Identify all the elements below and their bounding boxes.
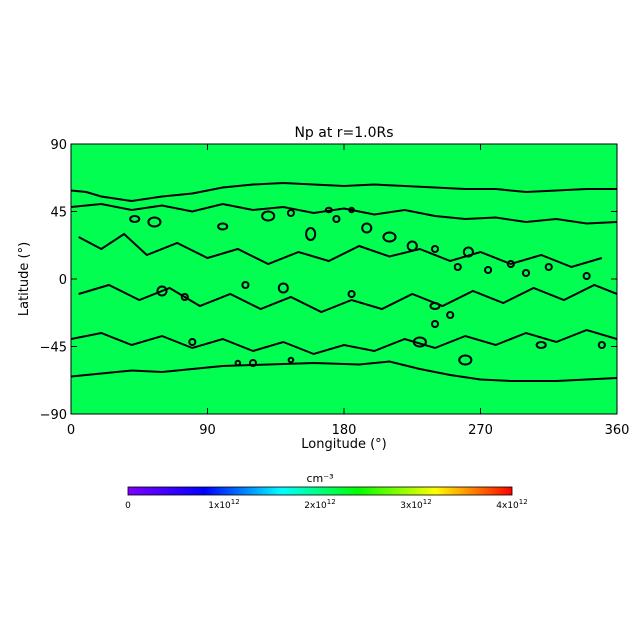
contour-island [412, 336, 427, 348]
colorbar-tick-label: 2x1012 [304, 498, 335, 511]
contour-island [429, 302, 441, 310]
contour-island [348, 206, 355, 214]
contour-island [458, 354, 473, 366]
contour-island [521, 269, 531, 277]
contour-island [261, 210, 276, 222]
x-tick-label: 270 [468, 423, 493, 438]
contour-mid-lower [78, 283, 617, 314]
contour-island [462, 246, 474, 258]
colorbar [127, 486, 513, 496]
contour-island [286, 209, 295, 217]
y-tick-label: 90 [50, 138, 67, 153]
colorbar-tick-label: 1x1012 [208, 498, 239, 511]
contour-island [277, 282, 289, 294]
contour-southern-boundary [71, 360, 617, 382]
x-tick-label: 180 [332, 423, 357, 438]
contour-island [406, 240, 418, 252]
chart-title: Np at r=1.0Rs [294, 125, 393, 141]
contour-north-band [71, 202, 617, 225]
colorbar-label: cm⁻³ [307, 472, 334, 485]
contour-mid-upper [78, 232, 603, 269]
contour-island [446, 311, 455, 319]
colorbar-tick-label: 4x1012 [496, 498, 527, 511]
contour-island [324, 206, 333, 214]
y-axis: −90 −45 0 45 90 [40, 138, 617, 423]
y-tick-label: −45 [40, 341, 67, 356]
contour-island [147, 216, 162, 228]
contour-island [332, 215, 341, 223]
colorbar-tick-label: 0 [125, 501, 131, 511]
y-tick-label: −90 [40, 408, 67, 423]
contour-island [234, 359, 242, 367]
contour-island [544, 263, 553, 271]
contour-island [484, 266, 493, 274]
x-axis: 0 90 180 270 360 [67, 144, 630, 438]
contour-island [217, 222, 229, 231]
contour-island [156, 285, 168, 297]
contour-island [582, 272, 591, 280]
colorbar-ticks: 0 1x1012 2x1012 3x1012 4x1012 [125, 498, 528, 511]
colorbar-tick-label: 3x1012 [400, 498, 431, 511]
contour-island [382, 231, 397, 243]
contour-island [597, 341, 606, 349]
contour-island [305, 227, 317, 241]
y-tick-label: 45 [50, 206, 67, 221]
contour-island [188, 338, 197, 346]
contour-island [347, 290, 356, 298]
contour-island [535, 341, 547, 349]
contour-northern-boundary [71, 181, 617, 203]
contour-island [241, 281, 250, 289]
contour-island [287, 356, 295, 364]
contour-island [430, 245, 440, 253]
x-tick-label: 90 [199, 423, 216, 438]
x-tick-label: 360 [605, 423, 630, 438]
density-field [71, 144, 617, 414]
contour-island [430, 320, 440, 328]
y-axis-label: Latitude (°) [17, 242, 32, 316]
contour-island [361, 222, 373, 234]
contour-layer [71, 181, 617, 382]
contour-south-band [71, 328, 617, 356]
x-axis-label: Longitude (°) [301, 437, 386, 452]
contour-island [248, 359, 258, 367]
contour-island [180, 293, 189, 301]
y-tick-label: 0 [59, 273, 67, 288]
contour-island [129, 215, 141, 223]
x-tick-label: 0 [67, 423, 75, 438]
contour-island [506, 260, 515, 268]
contour-island [453, 263, 462, 271]
